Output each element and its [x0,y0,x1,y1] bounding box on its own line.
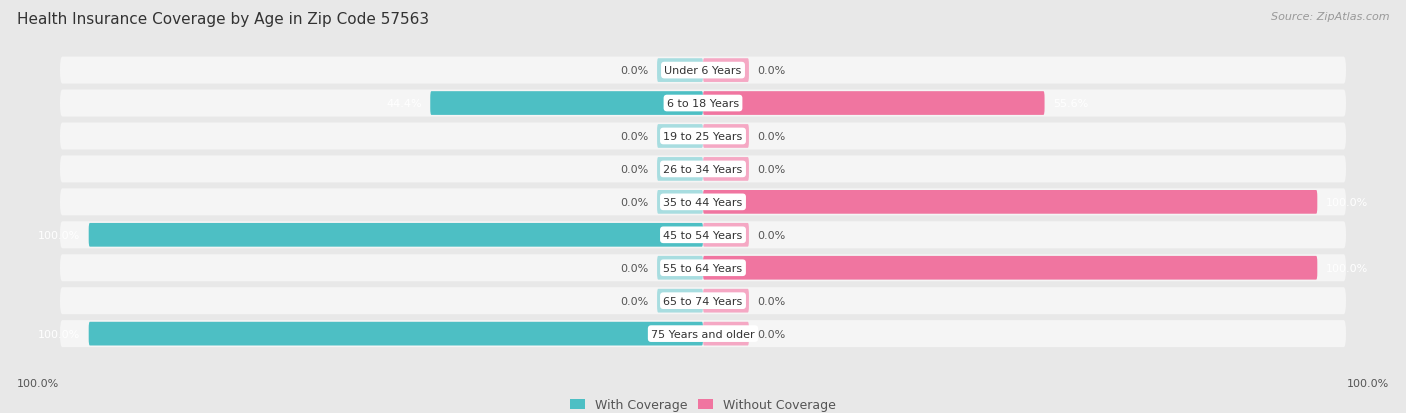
FancyBboxPatch shape [60,189,1346,216]
Text: 0.0%: 0.0% [758,132,786,142]
Text: 19 to 25 Years: 19 to 25 Years [664,132,742,142]
Text: Source: ZipAtlas.com: Source: ZipAtlas.com [1271,12,1389,22]
FancyBboxPatch shape [657,289,703,313]
FancyBboxPatch shape [60,57,1346,84]
FancyBboxPatch shape [60,90,1346,117]
FancyBboxPatch shape [60,287,1346,314]
Text: 75 Years and older: 75 Years and older [651,329,755,339]
FancyBboxPatch shape [60,222,1346,249]
Text: 65 to 74 Years: 65 to 74 Years [664,296,742,306]
FancyBboxPatch shape [703,158,749,181]
FancyBboxPatch shape [703,59,749,83]
Text: 55 to 64 Years: 55 to 64 Years [664,263,742,273]
Text: 0.0%: 0.0% [758,164,786,175]
FancyBboxPatch shape [703,223,749,247]
Text: Health Insurance Coverage by Age in Zip Code 57563: Health Insurance Coverage by Age in Zip … [17,12,429,27]
FancyBboxPatch shape [430,92,703,116]
Text: 0.0%: 0.0% [620,296,648,306]
FancyBboxPatch shape [60,255,1346,282]
Text: 6 to 18 Years: 6 to 18 Years [666,99,740,109]
FancyBboxPatch shape [89,223,703,247]
Text: 26 to 34 Years: 26 to 34 Years [664,164,742,175]
Text: 0.0%: 0.0% [758,66,786,76]
Text: 0.0%: 0.0% [758,296,786,306]
Text: 100.0%: 100.0% [38,329,80,339]
Text: 0.0%: 0.0% [620,66,648,76]
FancyBboxPatch shape [60,123,1346,150]
Text: 0.0%: 0.0% [620,263,648,273]
Text: 0.0%: 0.0% [620,197,648,207]
Text: 100.0%: 100.0% [38,230,80,240]
FancyBboxPatch shape [703,92,1045,116]
Text: 35 to 44 Years: 35 to 44 Years [664,197,742,207]
Legend: With Coverage, Without Coverage: With Coverage, Without Coverage [565,393,841,413]
FancyBboxPatch shape [703,190,1317,214]
Text: 0.0%: 0.0% [620,164,648,175]
Text: 0.0%: 0.0% [758,329,786,339]
FancyBboxPatch shape [703,322,749,346]
FancyBboxPatch shape [657,158,703,181]
Text: 44.4%: 44.4% [387,99,422,109]
Text: 100.0%: 100.0% [1347,378,1389,388]
Text: 100.0%: 100.0% [17,378,59,388]
FancyBboxPatch shape [60,320,1346,347]
FancyBboxPatch shape [703,289,749,313]
FancyBboxPatch shape [703,256,1317,280]
Text: Under 6 Years: Under 6 Years [665,66,741,76]
Text: 55.6%: 55.6% [1053,99,1088,109]
FancyBboxPatch shape [657,256,703,280]
Text: 100.0%: 100.0% [1326,263,1368,273]
Text: 45 to 54 Years: 45 to 54 Years [664,230,742,240]
Text: 0.0%: 0.0% [758,230,786,240]
FancyBboxPatch shape [703,125,749,149]
Text: 0.0%: 0.0% [620,132,648,142]
FancyBboxPatch shape [657,190,703,214]
FancyBboxPatch shape [89,322,703,346]
FancyBboxPatch shape [657,125,703,149]
FancyBboxPatch shape [60,156,1346,183]
Text: 100.0%: 100.0% [1326,197,1368,207]
FancyBboxPatch shape [657,59,703,83]
